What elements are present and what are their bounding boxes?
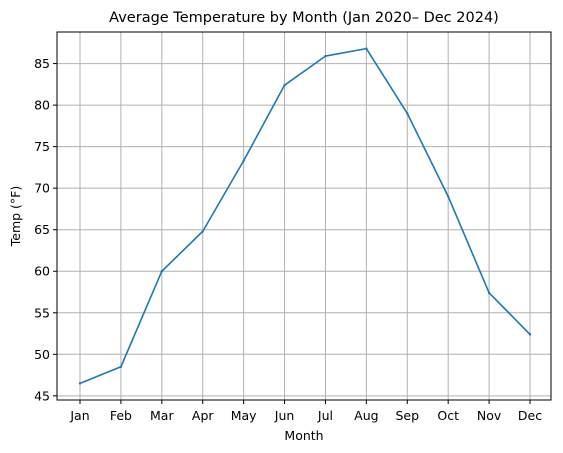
data-point [160, 270, 164, 273]
y-tick-label: 60 [34, 264, 50, 279]
data-point [528, 333, 532, 336]
x-axis-label: Month [284, 428, 323, 443]
x-axis: Jan Feb Mar Apr May Jun Jul Aug Sep Oct Nov Dec [69, 400, 542, 423]
data-point [365, 47, 368, 50]
data-point [324, 54, 327, 58]
chart-title: Average Temperature by Month (Jan 2020– … [109, 10, 499, 26]
x-tick-label: Feb [110, 408, 132, 423]
x-tick-label: Sep [395, 408, 419, 423]
x-tick-label: Nov [477, 408, 502, 423]
y-tick-label: 65 [34, 222, 50, 237]
y-tick-label: 85 [34, 56, 50, 71]
data-point [446, 195, 450, 198]
data-point [119, 365, 123, 368]
y-tick-label: 50 [34, 347, 50, 362]
temperature-line [78, 47, 532, 385]
y-tick-label: 55 [34, 305, 50, 320]
series-layer [78, 47, 532, 385]
x-tick-label: Jun [274, 408, 295, 423]
x-tick-label: Jul [317, 408, 333, 423]
x-tick-label: Mar [150, 408, 174, 423]
plot-area-frame [56, 31, 552, 401]
x-tick-label: Dec [518, 408, 542, 423]
x-tick-label: Apr [192, 408, 214, 423]
data-point [242, 159, 245, 162]
y-tick-label: 45 [34, 388, 50, 403]
y-axis: 45 50 55 60 65 70 75 80 85 [34, 56, 57, 403]
data-point [283, 83, 286, 87]
y-tick-label: 75 [34, 139, 50, 154]
x-tick-label: Oct [437, 408, 459, 423]
y-tick-label: 80 [34, 98, 50, 113]
data-point [201, 230, 204, 233]
x-tick-label: Jan [69, 408, 89, 423]
grid [57, 32, 551, 400]
y-tick-label: 70 [34, 181, 50, 196]
x-tick-label: May [231, 408, 257, 423]
data-point [78, 382, 82, 385]
data-point [487, 291, 491, 295]
data-point [406, 112, 409, 115]
x-tick-label: Aug [354, 408, 378, 423]
y-axis-label: Temp (°F) [8, 186, 23, 247]
